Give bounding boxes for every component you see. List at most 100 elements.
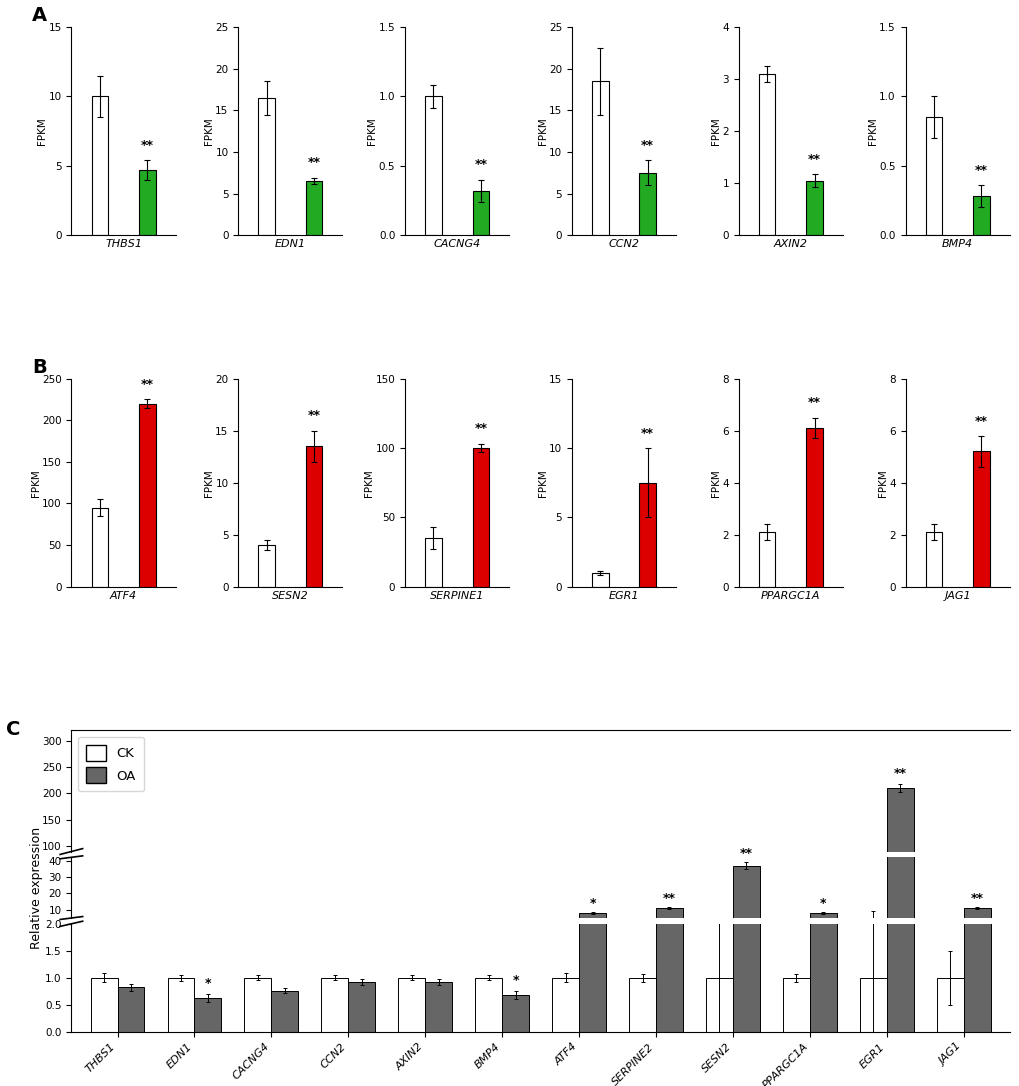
- Bar: [271, 925, 298, 926]
- Bar: [321, 977, 347, 1032]
- Bar: [501, 925, 529, 926]
- Bar: [805, 180, 822, 236]
- Bar: [783, 924, 809, 926]
- Text: **: **: [641, 427, 653, 440]
- Bar: [397, 924, 425, 926]
- Bar: [92, 507, 108, 586]
- X-axis label: ATF4: ATF4: [110, 591, 137, 601]
- Bar: [117, 987, 145, 1032]
- Bar: [859, 977, 886, 1032]
- Bar: [139, 171, 155, 236]
- Bar: [629, 924, 655, 926]
- Bar: [705, 924, 733, 926]
- Text: **: **: [974, 164, 986, 177]
- Text: **: **: [807, 153, 820, 166]
- Text: **: **: [474, 159, 487, 172]
- Bar: [886, 0, 913, 1032]
- Bar: [425, 982, 451, 1032]
- Bar: [705, 977, 733, 1032]
- Bar: [579, 895, 605, 899]
- Text: **: **: [141, 378, 154, 391]
- Bar: [258, 545, 275, 586]
- Y-axis label: FPKM: FPKM: [710, 469, 720, 496]
- Bar: [92, 97, 108, 236]
- Y-axis label: FPKM: FPKM: [364, 469, 374, 496]
- Bar: [591, 572, 608, 586]
- Text: *: *: [205, 977, 211, 990]
- Bar: [809, 913, 836, 926]
- X-axis label: JAG1: JAG1: [944, 591, 970, 601]
- Bar: [629, 977, 655, 1032]
- Bar: [347, 982, 375, 1032]
- Y-axis label: FPKM: FPKM: [537, 117, 547, 146]
- X-axis label: EGR1: EGR1: [608, 591, 639, 601]
- Bar: [655, 439, 683, 1032]
- Y-axis label: FPKM: FPKM: [710, 117, 720, 146]
- Bar: [733, 866, 759, 926]
- Bar: [935, 977, 963, 1032]
- Bar: [551, 924, 579, 926]
- Bar: [475, 924, 501, 926]
- Bar: [472, 447, 489, 586]
- Bar: [859, 924, 886, 926]
- Bar: [758, 532, 774, 586]
- Bar: [397, 977, 425, 1032]
- Bar: [655, 908, 683, 926]
- Bar: [167, 977, 195, 1032]
- Bar: [425, 97, 441, 236]
- Text: **: **: [974, 415, 986, 428]
- Bar: [758, 74, 774, 236]
- Text: **: **: [308, 409, 320, 422]
- X-axis label: THBS1: THBS1: [105, 239, 142, 250]
- Bar: [475, 977, 501, 1032]
- Bar: [472, 191, 489, 236]
- Bar: [425, 538, 441, 586]
- Bar: [347, 924, 375, 926]
- X-axis label: CCN2: CCN2: [608, 239, 639, 250]
- Bar: [963, 893, 989, 899]
- Y-axis label: FPKM: FPKM: [204, 117, 214, 146]
- Bar: [925, 532, 942, 586]
- Text: **: **: [893, 768, 906, 781]
- X-axis label: CACNG4: CACNG4: [433, 239, 480, 250]
- Bar: [886, 788, 913, 899]
- Bar: [639, 482, 655, 586]
- X-axis label: BMP4: BMP4: [942, 239, 972, 250]
- Bar: [655, 893, 683, 899]
- Bar: [591, 81, 608, 236]
- Bar: [972, 197, 988, 236]
- Bar: [501, 995, 529, 1032]
- Bar: [579, 913, 605, 926]
- Text: **: **: [807, 396, 820, 409]
- Bar: [91, 977, 117, 1032]
- Y-axis label: FPKM: FPKM: [867, 117, 877, 146]
- Bar: [271, 990, 298, 1032]
- Bar: [321, 924, 347, 926]
- Y-axis label: FPKM: FPKM: [31, 469, 41, 496]
- X-axis label: EDN1: EDN1: [274, 239, 306, 250]
- Bar: [805, 428, 822, 586]
- Y-axis label: FPKM: FPKM: [367, 117, 377, 146]
- Bar: [195, 998, 221, 1032]
- Bar: [425, 924, 451, 926]
- Text: **: **: [641, 139, 653, 152]
- Bar: [117, 925, 145, 926]
- Text: **: **: [308, 156, 320, 169]
- Text: A: A: [32, 7, 47, 25]
- Bar: [245, 977, 271, 1032]
- X-axis label: PPARGC1A: PPARGC1A: [760, 591, 820, 601]
- Y-axis label: FPKM: FPKM: [537, 469, 547, 496]
- Text: **: **: [474, 422, 487, 435]
- Bar: [167, 924, 195, 926]
- Y-axis label: Relative expression: Relative expression: [30, 826, 43, 949]
- Bar: [306, 446, 322, 586]
- Bar: [551, 977, 579, 1032]
- Bar: [91, 924, 117, 926]
- Bar: [579, 601, 605, 1032]
- Text: C: C: [6, 720, 20, 740]
- X-axis label: SERPINE1: SERPINE1: [430, 591, 484, 601]
- Text: **: **: [141, 139, 154, 152]
- Text: *: *: [589, 897, 595, 910]
- Bar: [733, 0, 759, 1032]
- Bar: [139, 404, 155, 586]
